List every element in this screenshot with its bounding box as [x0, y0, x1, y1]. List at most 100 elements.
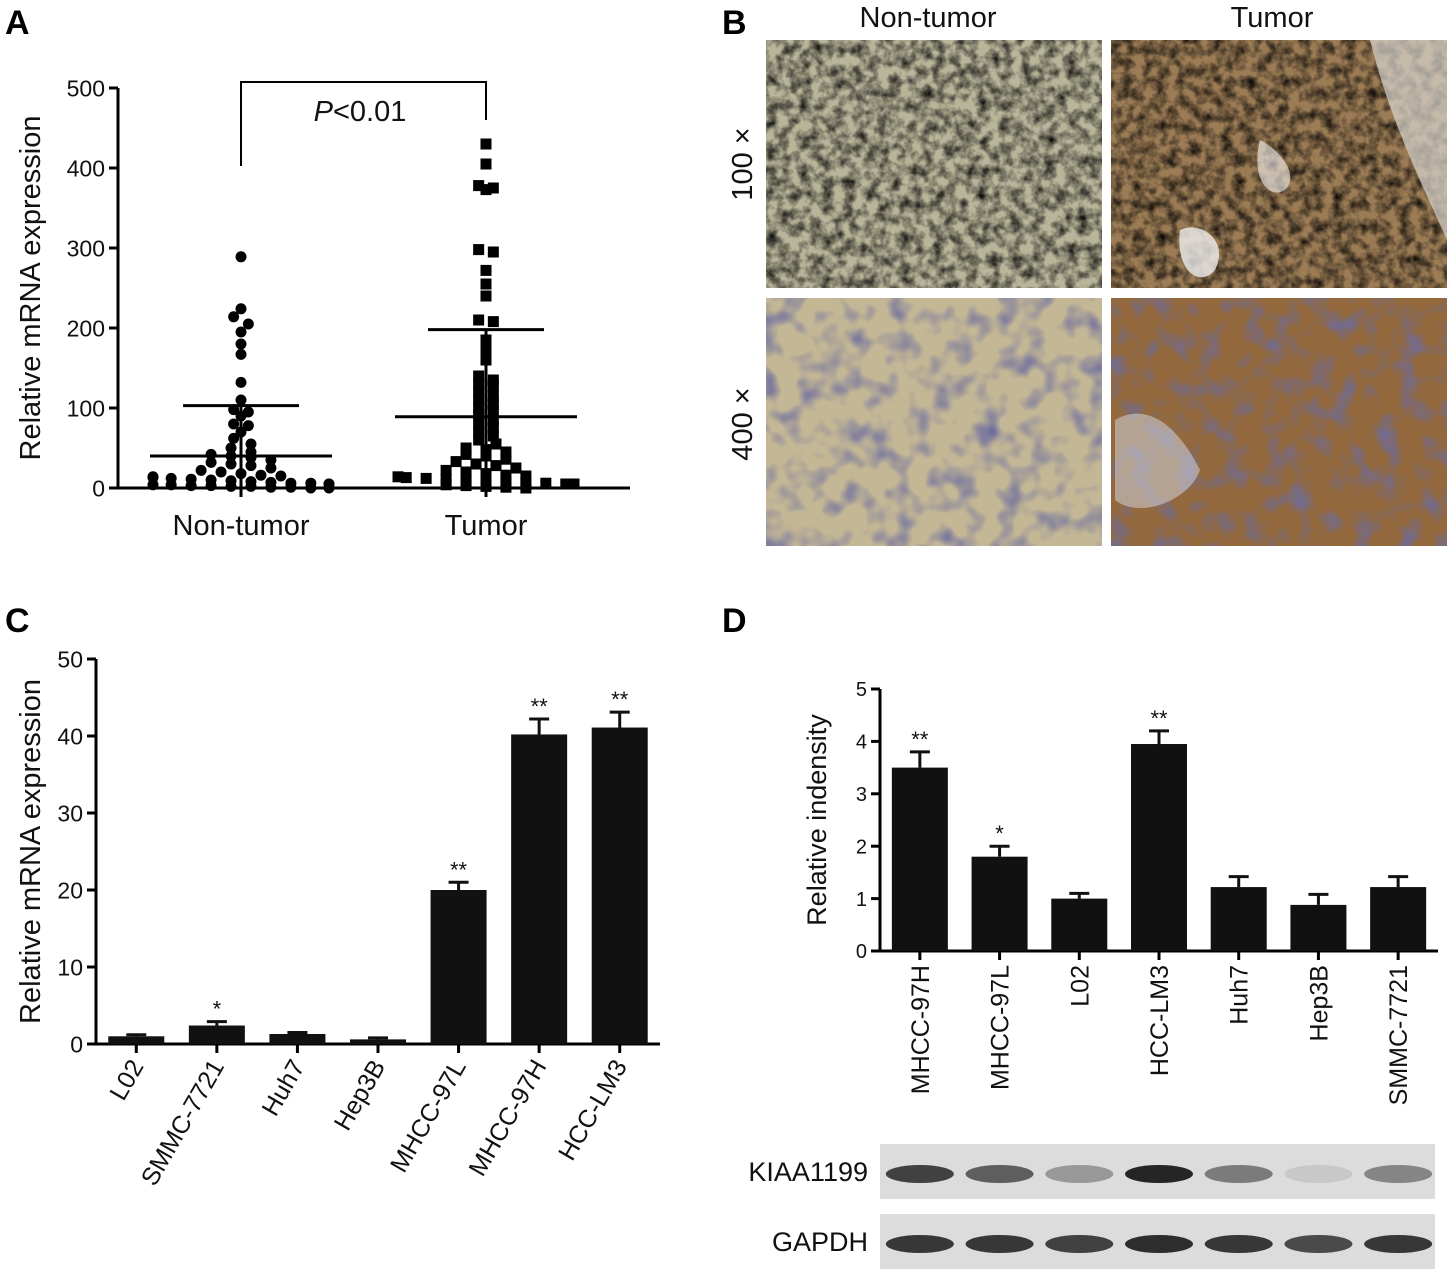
- data-point: [460, 466, 472, 478]
- data-point: [235, 251, 247, 263]
- data-point: [487, 414, 499, 426]
- col-label-non-tumor: Non-tumor: [860, 2, 997, 34]
- data-point: [215, 466, 227, 478]
- data-point: [500, 476, 512, 488]
- data-point: [195, 464, 207, 476]
- col-label-tumor: Tumor: [1231, 2, 1314, 34]
- data-point: [440, 464, 452, 476]
- bar: [430, 890, 487, 1044]
- blot-band: [885, 1235, 954, 1253]
- x-tick-label: SMMC-7721: [1385, 965, 1413, 1105]
- p-value-annotation: P<0.01: [314, 96, 407, 128]
- bar: [1131, 744, 1187, 951]
- data-point: [487, 430, 499, 442]
- x-tick-label: MHCC-97L: [385, 1055, 472, 1177]
- data-point: [460, 448, 472, 460]
- y-tick-label: 400: [67, 155, 105, 181]
- micrograph-non-tumor-100x: [766, 40, 1102, 288]
- x-tick-label: Non-tumor: [173, 510, 310, 542]
- blot-band: [1204, 1165, 1273, 1183]
- blot-band: [885, 1165, 954, 1183]
- data-point: [520, 476, 532, 488]
- y-axis-title: Relative mRNA expression: [15, 679, 47, 1024]
- blot-band: [1045, 1235, 1114, 1253]
- data-point: [473, 378, 485, 390]
- data-point: [228, 311, 240, 323]
- bar: [350, 1039, 406, 1044]
- panel-c-letter: C: [5, 602, 30, 640]
- data-point: [225, 458, 237, 470]
- data-point: [473, 402, 485, 414]
- blot-band: [1045, 1165, 1114, 1183]
- panel-d-bar-chart: 0 1 2 3 4 5 Relative indensity ** MHCC-97H * MHCC-…: [802, 679, 1438, 1105]
- data-point: [487, 380, 499, 392]
- panel-c-bar-chart: 0 10 20 30 40 50 Relative mRNA expression L02 * S…: [15, 646, 660, 1191]
- bar: [188, 1025, 245, 1044]
- blot-band: [1284, 1165, 1353, 1183]
- data-point: [275, 470, 287, 482]
- y-tick-label: 50: [57, 646, 83, 672]
- data-point: [323, 478, 335, 490]
- data-point: [487, 404, 499, 416]
- data-point: [480, 278, 492, 290]
- x-tick-label: Hep3B: [329, 1055, 391, 1135]
- y-tick-label: 40: [57, 723, 83, 749]
- y-tick-label: 10: [57, 954, 83, 980]
- data-point: [450, 456, 462, 468]
- data-point: [235, 338, 247, 350]
- data-point: [205, 474, 217, 486]
- data-point: [480, 264, 492, 276]
- data-point: [420, 472, 432, 484]
- data-point: [487, 422, 499, 434]
- y-tick-label: 0: [70, 1031, 83, 1057]
- data-point: [520, 470, 532, 482]
- data-point: [235, 376, 247, 388]
- y-axis-title: Relative indensity: [802, 714, 832, 926]
- data-point: [487, 390, 499, 402]
- panel-d-western-blot: KIAA1199 GAPDH: [748, 1144, 1435, 1269]
- data-point: [490, 460, 502, 472]
- x-tick-label: HCC-LM3: [1146, 965, 1174, 1076]
- significance-mark: *: [995, 821, 1004, 846]
- y-tick-label: 1: [856, 889, 867, 911]
- bar: [108, 1036, 165, 1044]
- data-point: [225, 475, 237, 487]
- data-point: [285, 477, 297, 489]
- micrograph-non-tumor-400x: [766, 298, 1102, 546]
- data-point: [235, 394, 247, 406]
- bar: [269, 1033, 326, 1044]
- data-point: [205, 448, 217, 460]
- data-point: [473, 418, 485, 430]
- y-tick-label: 500: [67, 75, 105, 101]
- data-point: [473, 314, 485, 326]
- data-point: [473, 370, 485, 382]
- y-tick-label: 5: [856, 679, 867, 701]
- data-point: [265, 462, 277, 474]
- panel-b-letter: B: [722, 4, 747, 42]
- significance-mark: **: [1150, 706, 1168, 731]
- data-point: [235, 326, 247, 338]
- y-tick-label: 4: [856, 732, 867, 754]
- data-point: [500, 469, 512, 481]
- significance-mark: **: [450, 857, 468, 882]
- blot-band: [1125, 1165, 1193, 1183]
- blot-label: KIAA1199: [748, 1157, 868, 1187]
- data-point: [480, 158, 492, 170]
- x-tick-label: Hep3B: [1305, 965, 1333, 1041]
- significance-mark: *: [213, 997, 222, 1022]
- bar: [891, 767, 948, 951]
- data-point: [400, 472, 412, 484]
- data-point: [185, 473, 197, 485]
- blot-band: [1284, 1235, 1353, 1253]
- blot-label: GAPDH: [772, 1227, 868, 1257]
- row-label-100x: 100 ×: [727, 127, 759, 200]
- blot-band: [965, 1235, 1034, 1253]
- data-point: [228, 432, 240, 444]
- data-point: [473, 244, 485, 256]
- panel-d-letter: D: [722, 602, 747, 640]
- data-point: [487, 246, 499, 258]
- data-point: [245, 460, 257, 472]
- data-point: [235, 348, 247, 360]
- data-point: [490, 438, 502, 450]
